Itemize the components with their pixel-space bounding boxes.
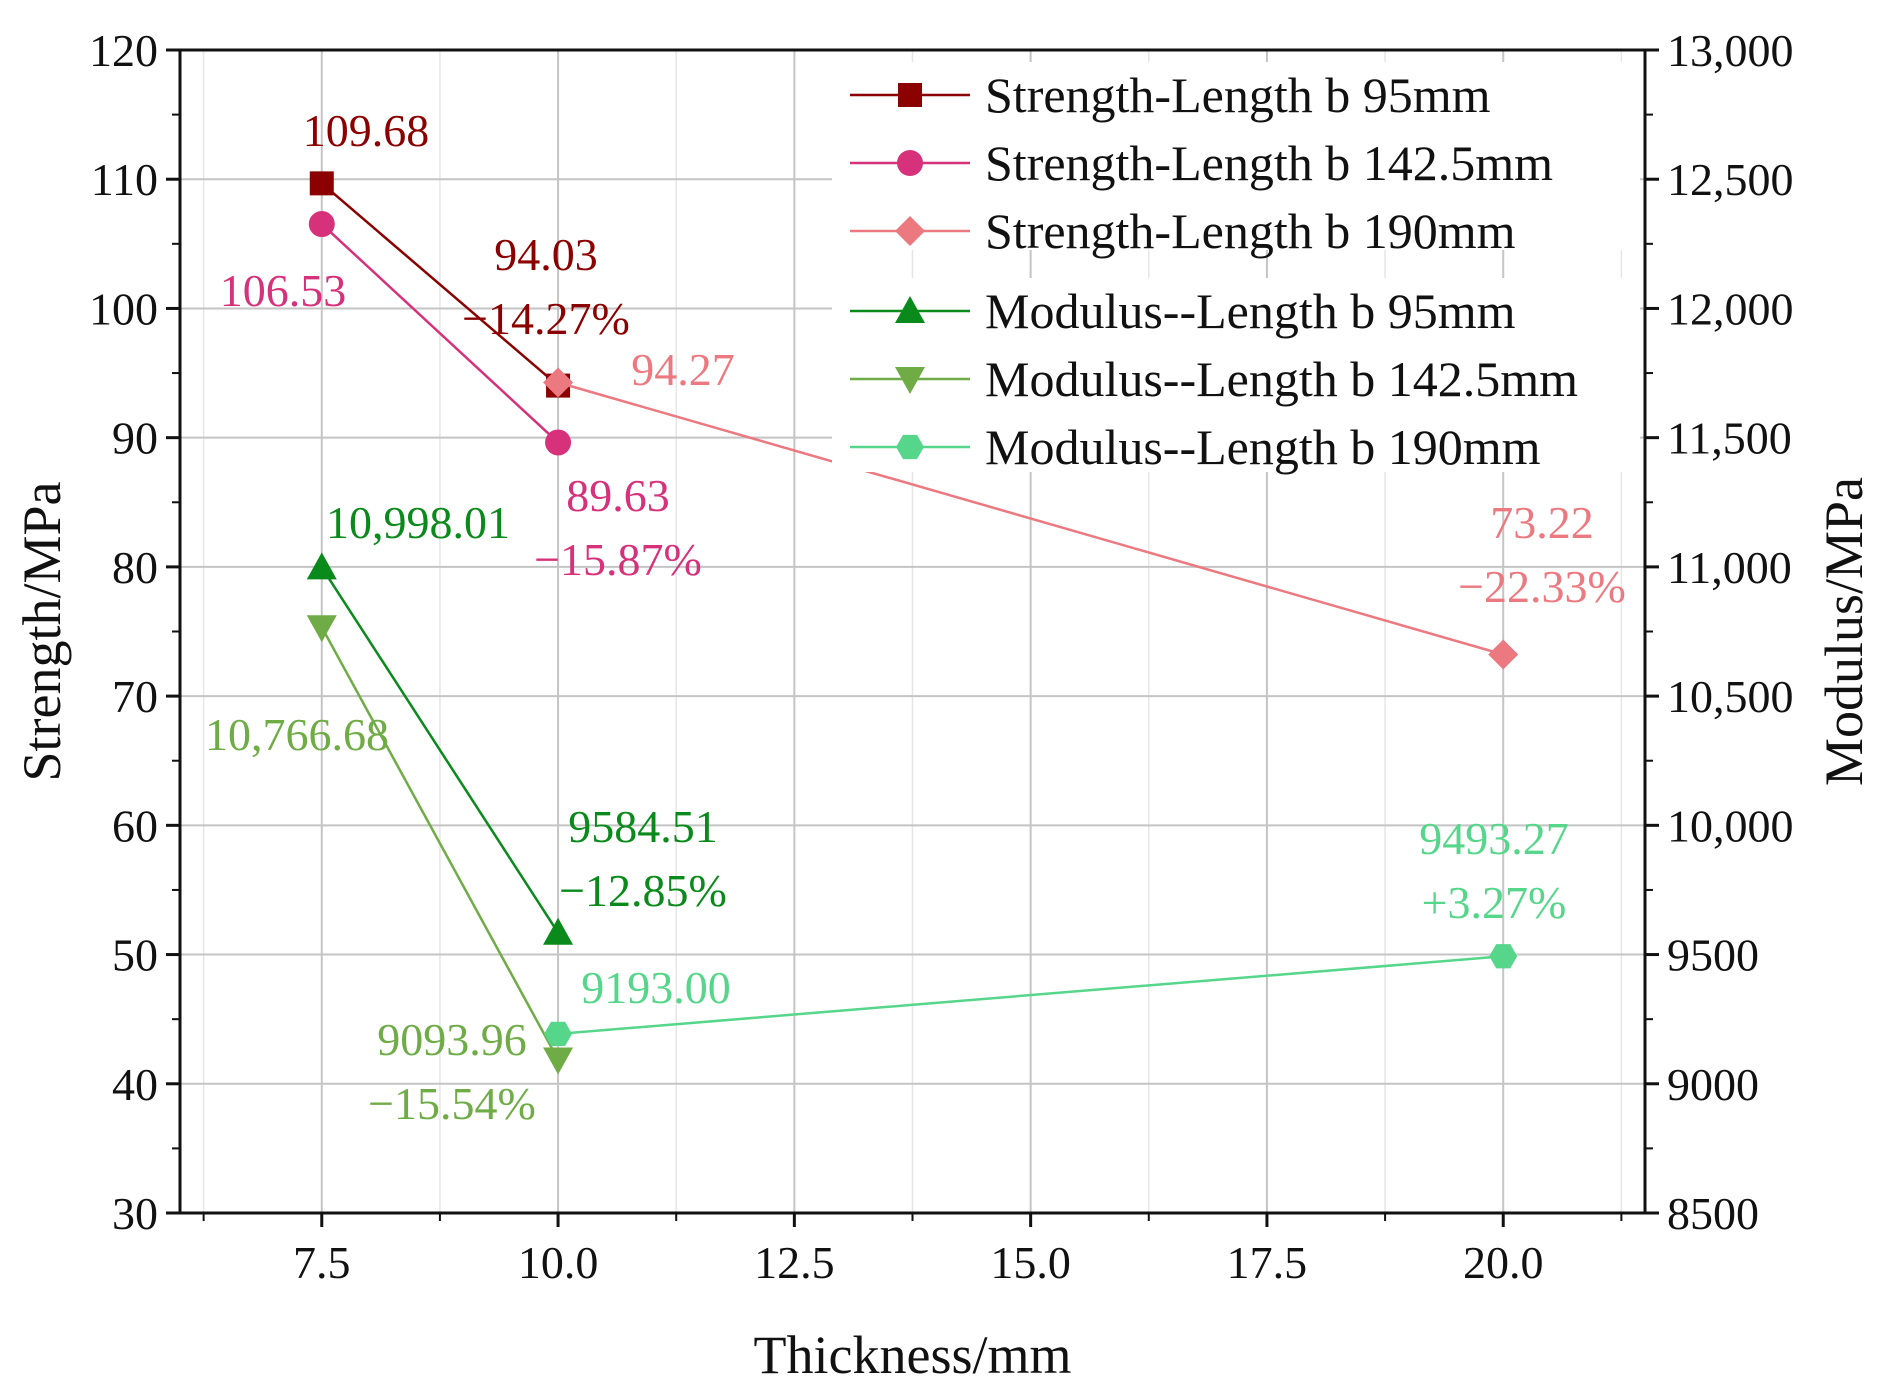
data-label-series-6: 9493.27 xyxy=(1419,813,1569,864)
legend-background xyxy=(832,62,1640,250)
series-line-6 xyxy=(557,955,1504,1036)
data-label-series-4: −12.85% xyxy=(559,865,727,916)
series-line-4 xyxy=(320,566,560,934)
data-point-series-1 xyxy=(309,171,334,196)
series-line-1 xyxy=(320,182,559,387)
legend-label: Modulus--Length b 142.5mm xyxy=(985,351,1578,407)
data-point-series-3 xyxy=(543,367,574,398)
data-point-series-4 xyxy=(543,917,574,945)
x-tick-label: 20.0 xyxy=(1463,1237,1544,1288)
y2-tick-label: 12,000 xyxy=(1667,283,1794,334)
data-point-series-2 xyxy=(308,211,335,238)
legend-label: Modulus--Length b 190mm xyxy=(985,419,1541,475)
y2-tick-label: 9500 xyxy=(1667,930,1759,981)
data-point-series-5 xyxy=(306,615,337,643)
y2-tick-label: 12,500 xyxy=(1667,154,1794,205)
y-tick-label: 30 xyxy=(112,1188,158,1239)
data-label-series-2: 106.53 xyxy=(220,265,347,316)
y2-tick-label: 10,500 xyxy=(1667,671,1794,722)
data-point-series-6 xyxy=(544,1021,573,1047)
data-label-series-4: 10,998.01 xyxy=(326,497,510,548)
x-tick-label: 17.5 xyxy=(1227,1237,1308,1288)
y2-tick-label: 11,000 xyxy=(1667,542,1792,593)
x-tick-label: 15.0 xyxy=(990,1237,1071,1288)
series-line-3 xyxy=(557,381,1504,656)
legend-marker xyxy=(895,296,925,323)
y2-tick-label: 8500 xyxy=(1667,1188,1759,1239)
data-point-series-2 xyxy=(545,429,572,456)
y-tick-label: 100 xyxy=(89,283,158,334)
series-line-2 xyxy=(320,223,559,444)
y2-tick-label: 9000 xyxy=(1667,1059,1759,1110)
data-label-series-3: −22.33% xyxy=(1458,561,1626,612)
data-point-series-6 xyxy=(1489,944,1518,969)
data-label-series-4: 9584.51 xyxy=(568,801,718,852)
data-point-series-4 xyxy=(306,552,337,580)
legend-marker xyxy=(898,83,922,107)
x-tick-label: 12.5 xyxy=(754,1237,835,1288)
data-label-series-3: 73.22 xyxy=(1490,497,1594,548)
data-label-series-6: 9193.00 xyxy=(581,962,731,1013)
y-tick-label: 60 xyxy=(112,800,158,851)
y-tick-label: 40 xyxy=(112,1059,158,1110)
y-axis-title: Strength/MPa xyxy=(12,481,72,781)
x-axis-title: Thickness/mm xyxy=(754,1325,1072,1385)
y-tick-label: 70 xyxy=(112,671,158,722)
data-label-series-6: +3.27% xyxy=(1422,877,1567,928)
data-label-series-1: 109.68 xyxy=(303,105,430,156)
data-label-series-2: 89.63 xyxy=(566,470,670,521)
legend-label: Strength-Length b 190mm xyxy=(985,203,1516,259)
data-label-series-5: −15.54% xyxy=(368,1078,536,1129)
data-label-series-1: 94.03 xyxy=(494,229,598,280)
data-point-series-3 xyxy=(1488,639,1519,670)
data-label-series-5: 9093.96 xyxy=(377,1014,527,1065)
legend-label: Strength-Length b 142.5mm xyxy=(985,135,1553,191)
x-tick-label: 10.0 xyxy=(518,1237,599,1288)
legend-marker xyxy=(897,150,923,176)
legend-marker xyxy=(896,434,924,460)
data-label-series-1: −14.27% xyxy=(462,293,630,344)
legend-label: Strength-Length b 95mm xyxy=(985,67,1491,123)
y-tick-label: 120 xyxy=(89,25,158,76)
y2-axis-title: Modulus/MPa xyxy=(1814,477,1874,786)
x-tick-label: 7.5 xyxy=(293,1237,351,1288)
y2-tick-label: 11,500 xyxy=(1667,413,1792,464)
legend-marker xyxy=(895,216,925,246)
y2-tick-label: 10,000 xyxy=(1667,800,1794,851)
y-tick-label: 80 xyxy=(112,542,158,593)
y-tick-label: 90 xyxy=(112,413,158,464)
data-label-series-3: 94.27 xyxy=(631,344,735,395)
data-point-series-5 xyxy=(543,1047,574,1075)
y-tick-label: 50 xyxy=(112,930,158,981)
legend-marker xyxy=(895,367,925,394)
data-label-series-2: −15.87% xyxy=(534,534,702,585)
series-line-5 xyxy=(320,626,560,1061)
y2-tick-label: 13,000 xyxy=(1667,25,1794,76)
y-tick-label: 110 xyxy=(91,154,158,205)
legend-label: Modulus--Length b 95mm xyxy=(985,283,1516,339)
data-label-series-5: 10,766.68 xyxy=(205,709,389,760)
